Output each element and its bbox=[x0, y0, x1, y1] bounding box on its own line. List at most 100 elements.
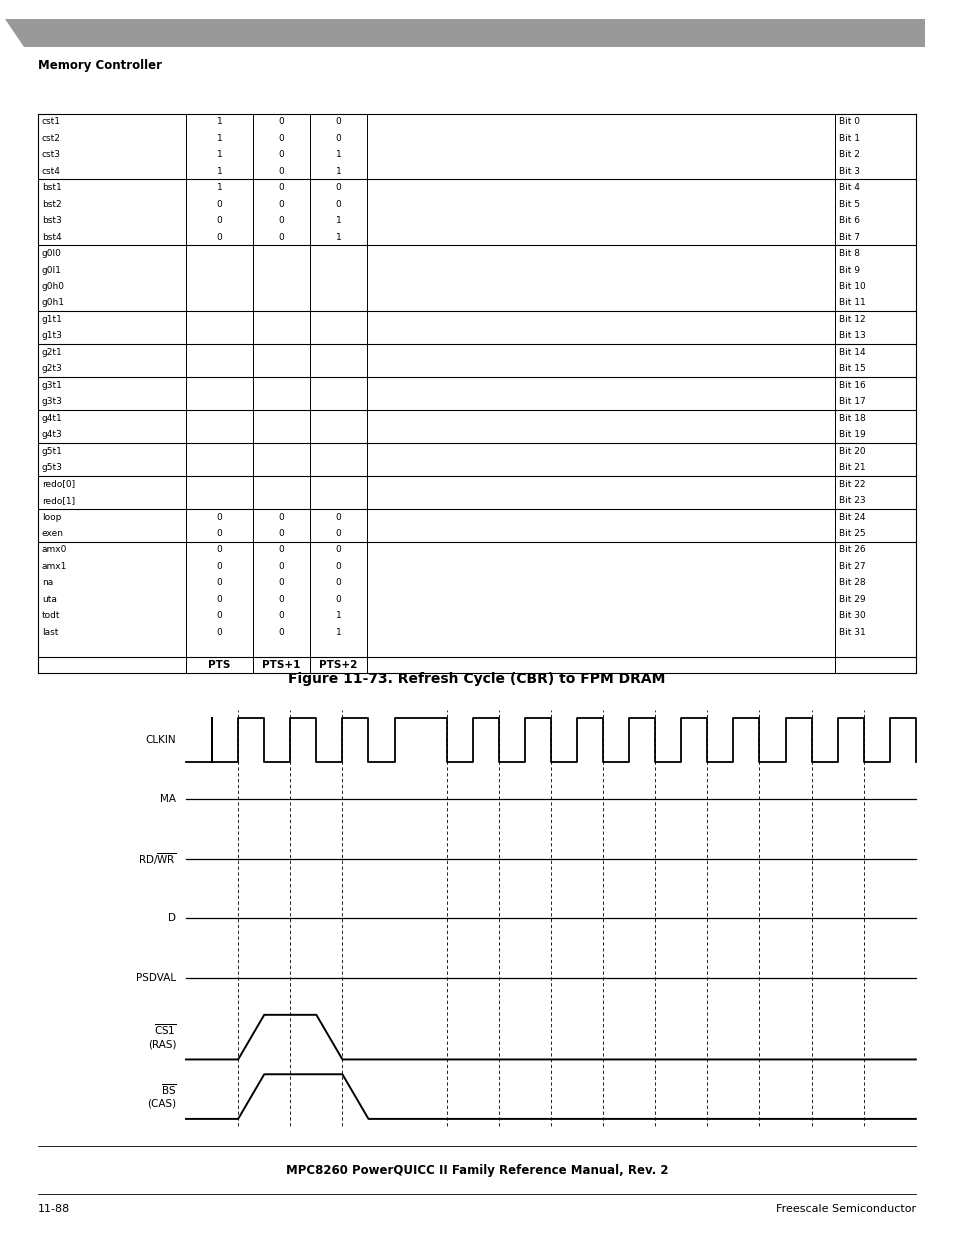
Text: Bit 25: Bit 25 bbox=[838, 529, 864, 538]
Text: 0: 0 bbox=[278, 216, 284, 225]
Text: 0: 0 bbox=[216, 627, 222, 637]
Text: g4t1: g4t1 bbox=[42, 414, 63, 422]
Text: Bit 10: Bit 10 bbox=[838, 282, 864, 291]
Text: g3t3: g3t3 bbox=[42, 398, 63, 406]
Text: PTS: PTS bbox=[208, 661, 231, 671]
Text: $\overline{\mathsf{CS1}}$: $\overline{\mathsf{CS1}}$ bbox=[153, 1023, 176, 1037]
Text: cst3: cst3 bbox=[42, 151, 61, 159]
Text: Bit 16: Bit 16 bbox=[838, 380, 864, 390]
Text: Bit 15: Bit 15 bbox=[838, 364, 864, 373]
Text: Bit 18: Bit 18 bbox=[838, 414, 864, 422]
Text: 0: 0 bbox=[335, 578, 341, 588]
Text: 0: 0 bbox=[278, 562, 284, 571]
Text: 0: 0 bbox=[216, 611, 222, 620]
Text: g1t3: g1t3 bbox=[42, 331, 63, 341]
Text: g2t1: g2t1 bbox=[42, 348, 63, 357]
Text: g1t1: g1t1 bbox=[42, 315, 63, 324]
Text: 1: 1 bbox=[335, 232, 341, 242]
Text: Bit 30: Bit 30 bbox=[838, 611, 864, 620]
Text: D: D bbox=[169, 913, 176, 924]
Text: Bit 29: Bit 29 bbox=[838, 595, 864, 604]
Text: 0: 0 bbox=[335, 133, 341, 143]
Text: 0: 0 bbox=[216, 232, 222, 242]
Text: Bit 9: Bit 9 bbox=[838, 266, 859, 274]
Text: Bit 4: Bit 4 bbox=[838, 183, 859, 193]
Text: 1: 1 bbox=[335, 151, 341, 159]
Text: 0: 0 bbox=[335, 529, 341, 538]
Text: Bit 0: Bit 0 bbox=[838, 117, 859, 126]
Text: Bit 26: Bit 26 bbox=[838, 546, 864, 555]
Text: na: na bbox=[42, 578, 53, 588]
Text: 1: 1 bbox=[216, 117, 222, 126]
Text: MPC8260 PowerQUICC II Family Reference Manual, Rev. 2: MPC8260 PowerQUICC II Family Reference M… bbox=[286, 1163, 667, 1177]
Text: Bit 17: Bit 17 bbox=[838, 398, 864, 406]
Text: 0: 0 bbox=[278, 627, 284, 637]
Text: 0: 0 bbox=[278, 117, 284, 126]
Text: 0: 0 bbox=[216, 578, 222, 588]
Text: Figure 11-73. Refresh Cycle (CBR) to FPM DRAM: Figure 11-73. Refresh Cycle (CBR) to FPM… bbox=[288, 672, 665, 687]
Text: 0: 0 bbox=[216, 562, 222, 571]
Text: 0: 0 bbox=[278, 151, 284, 159]
Text: bst3: bst3 bbox=[42, 216, 62, 225]
Text: Bit 1: Bit 1 bbox=[838, 133, 859, 143]
Text: 0: 0 bbox=[278, 133, 284, 143]
Text: (RAS): (RAS) bbox=[148, 1040, 176, 1050]
Text: 0: 0 bbox=[278, 513, 284, 521]
Text: 1: 1 bbox=[335, 216, 341, 225]
Text: (CAS): (CAS) bbox=[147, 1099, 176, 1109]
Text: Bit 19: Bit 19 bbox=[838, 430, 864, 440]
Text: cst4: cst4 bbox=[42, 167, 61, 175]
Text: 0: 0 bbox=[216, 546, 222, 555]
Text: 0: 0 bbox=[216, 513, 222, 521]
Text: 0: 0 bbox=[278, 529, 284, 538]
Text: 0: 0 bbox=[335, 562, 341, 571]
Text: 0: 0 bbox=[278, 578, 284, 588]
Text: 0: 0 bbox=[278, 167, 284, 175]
Text: exen: exen bbox=[42, 529, 64, 538]
Text: Bit 13: Bit 13 bbox=[838, 331, 864, 341]
Text: cst1: cst1 bbox=[42, 117, 61, 126]
Text: 1: 1 bbox=[216, 133, 222, 143]
Polygon shape bbox=[5, 19, 924, 47]
Text: g0l0: g0l0 bbox=[42, 249, 62, 258]
Text: 0: 0 bbox=[278, 611, 284, 620]
Text: 1: 1 bbox=[216, 183, 222, 193]
Text: 0: 0 bbox=[278, 183, 284, 193]
Text: Bit 2: Bit 2 bbox=[838, 151, 859, 159]
Text: bst1: bst1 bbox=[42, 183, 62, 193]
Text: amx0: amx0 bbox=[42, 546, 68, 555]
Text: Bit 11: Bit 11 bbox=[838, 299, 864, 308]
Text: 0: 0 bbox=[335, 117, 341, 126]
Text: Bit 20: Bit 20 bbox=[838, 447, 864, 456]
Text: 0: 0 bbox=[216, 595, 222, 604]
Text: Bit 21: Bit 21 bbox=[838, 463, 864, 472]
Text: last: last bbox=[42, 627, 58, 637]
Text: 1: 1 bbox=[216, 151, 222, 159]
Text: 0: 0 bbox=[278, 595, 284, 604]
Text: bst4: bst4 bbox=[42, 232, 62, 242]
Text: bst2: bst2 bbox=[42, 200, 62, 209]
Text: Bit 7: Bit 7 bbox=[838, 232, 859, 242]
Text: 0: 0 bbox=[335, 595, 341, 604]
Text: 1: 1 bbox=[335, 167, 341, 175]
Text: 0: 0 bbox=[335, 513, 341, 521]
Text: 1: 1 bbox=[335, 611, 341, 620]
Text: Bit 22: Bit 22 bbox=[838, 479, 864, 489]
Text: g0h1: g0h1 bbox=[42, 299, 65, 308]
Text: Bit 6: Bit 6 bbox=[838, 216, 859, 225]
Text: g3t1: g3t1 bbox=[42, 380, 63, 390]
Text: Bit 5: Bit 5 bbox=[838, 200, 859, 209]
Text: redo[1]: redo[1] bbox=[42, 496, 75, 505]
Text: redo[0]: redo[0] bbox=[42, 479, 75, 489]
Text: CLKIN: CLKIN bbox=[146, 735, 176, 745]
Text: Freescale Semiconductor: Freescale Semiconductor bbox=[775, 1204, 915, 1214]
Text: 1: 1 bbox=[335, 627, 341, 637]
Text: g0l1: g0l1 bbox=[42, 266, 62, 274]
Text: amx1: amx1 bbox=[42, 562, 68, 571]
Text: 11-88: 11-88 bbox=[38, 1204, 71, 1214]
Text: todt: todt bbox=[42, 611, 60, 620]
Text: cst2: cst2 bbox=[42, 133, 61, 143]
Text: loop: loop bbox=[42, 513, 61, 521]
Text: Memory Controller: Memory Controller bbox=[38, 59, 162, 73]
Text: 1: 1 bbox=[216, 167, 222, 175]
